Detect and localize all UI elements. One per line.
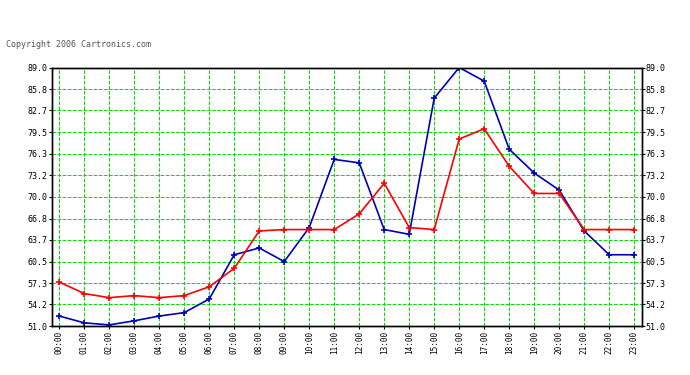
Text: Copyright 2006 Cartronics.com: Copyright 2006 Cartronics.com [6, 40, 150, 49]
Text: Outdoor Temperature (vs) THSW Index per Hour (Last 24 Hours)  Wed May 24 23:54: Outdoor Temperature (vs) THSW Index per … [6, 8, 561, 21]
